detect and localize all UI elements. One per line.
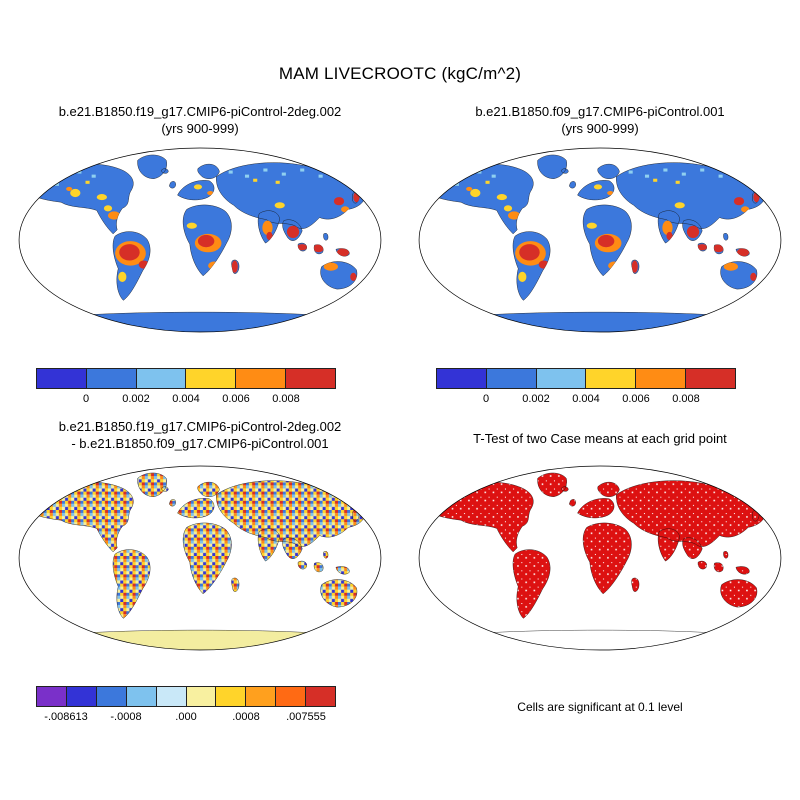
projection-outline <box>18 465 382 651</box>
projection-outline <box>418 465 782 651</box>
colorbar-segment <box>235 369 286 388</box>
colorbar-label: 0.008 <box>272 393 300 405</box>
map-top-right <box>416 146 784 335</box>
world-map-mean-case1 <box>18 147 382 333</box>
panel-title-bottom-right: T-Test of two Case means at each grid po… <box>416 430 784 447</box>
colorbar-segment <box>185 369 236 388</box>
panel-title-bottom-right-line1: T-Test of two Case means at each grid po… <box>473 431 727 446</box>
colorbar-segment <box>305 687 336 706</box>
panel-title-top-left-line2: (yrs 900-999) <box>161 121 239 136</box>
panel-title-top-left-line1: b.e21.B1850.f19_g17.CMIP6-piControl-2deg… <box>58 104 342 119</box>
projection-outline <box>418 147 782 333</box>
colorbar-segment <box>437 369 486 388</box>
figure-title: MAM LIVECROOTC (kgC/m^2) <box>278 64 522 83</box>
colorbar-segment <box>215 687 246 706</box>
colorbar-segment <box>85 369 136 388</box>
colorbar-segment <box>95 687 126 706</box>
colorbar-segment <box>275 687 306 706</box>
colorbar-label: -.008613 <box>44 711 88 723</box>
panel-title-bottom-left-line1: b.e21.B1850.f19_g17.CMIP6-piControl-2deg… <box>58 419 342 434</box>
projection-outline <box>18 147 382 333</box>
ttest-caption: Cells are significant at 0.1 level <box>517 700 683 714</box>
colorbar-segment <box>125 687 156 706</box>
colorbar-label: 0.008 <box>672 393 700 405</box>
colorbar-label: 0.002 <box>522 393 550 405</box>
panel-title-bottom-left: b.e21.B1850.f19_g17.CMIP6-piControl-2deg… <box>16 418 384 452</box>
colorbar-segment <box>155 687 186 706</box>
colorbar-label: 0.006 <box>222 393 250 405</box>
world-map-difference <box>18 465 382 651</box>
panel-title-top-right: b.e21.B1850.f09_g17.CMIP6-piControl.001 … <box>416 103 784 137</box>
panel-title-top-left: b.e21.B1850.f19_g17.CMIP6-piControl-2deg… <box>16 103 384 137</box>
colorbar-segment <box>485 369 536 388</box>
colorbar-segment <box>285 369 335 388</box>
world-map-mean-case2 <box>418 147 782 333</box>
colorbar-labels: -.008613 -.0008 .000 .0008 .007555 <box>36 711 336 727</box>
colorbar-label: -.0008 <box>110 711 142 723</box>
colorbar-labels: 0 0.002 0.004 0.006 0.008 <box>436 393 736 409</box>
panel-title-bottom-left-line2: - b.e21.B1850.f09_g17.CMIP6-piControl.00… <box>71 436 329 451</box>
colorbar-label: .000 <box>175 711 197 723</box>
colorbar-segment <box>37 369 86 388</box>
colorbar-mean-left: 0 0.002 0.004 0.006 0.008 <box>36 368 336 409</box>
world-map-ttest <box>418 465 782 651</box>
colorbar-segment <box>585 369 636 388</box>
colorbar-label: 0.002 <box>122 393 150 405</box>
colorbar-bar <box>436 368 736 389</box>
colorbar-bar <box>36 686 336 707</box>
map-bottom-right <box>416 464 784 653</box>
antarctica <box>37 629 363 651</box>
colorbar-segment <box>37 687 66 706</box>
colorbar-label: .007555 <box>286 711 326 723</box>
antarctica <box>437 311 763 333</box>
colorbar-segment <box>185 687 216 706</box>
antarctica <box>437 629 763 651</box>
colorbar-label: 0 <box>82 393 90 405</box>
colorbar-label: 0.004 <box>572 393 600 405</box>
colorbar-segment <box>135 369 186 388</box>
colorbar-label: 0.006 <box>622 393 650 405</box>
colorbar-bar <box>36 368 336 389</box>
colorbar-label: .0008 <box>232 711 260 723</box>
colorbar-segment <box>535 369 586 388</box>
colorbar-mean-right: 0 0.002 0.004 0.006 0.008 <box>436 368 736 409</box>
colorbar-segment <box>685 369 735 388</box>
antarctica <box>37 311 363 333</box>
colorbar-segment <box>245 687 276 706</box>
panel-title-top-right-line1: b.e21.B1850.f09_g17.CMIP6-piControl.001 <box>475 104 725 119</box>
colorbar-segment <box>65 687 96 706</box>
map-top-left <box>16 146 384 335</box>
panel-title-top-right-line2: (yrs 900-999) <box>561 121 639 136</box>
colorbar-diff: -.008613 -.0008 .000 .0008 .007555 <box>36 686 336 727</box>
colorbar-label: 0.004 <box>172 393 200 405</box>
colorbar-labels: 0 0.002 0.004 0.006 0.008 <box>36 393 336 409</box>
colorbar-segment <box>635 369 686 388</box>
colorbar-label: 0 <box>482 393 490 405</box>
map-bottom-left <box>16 464 384 653</box>
